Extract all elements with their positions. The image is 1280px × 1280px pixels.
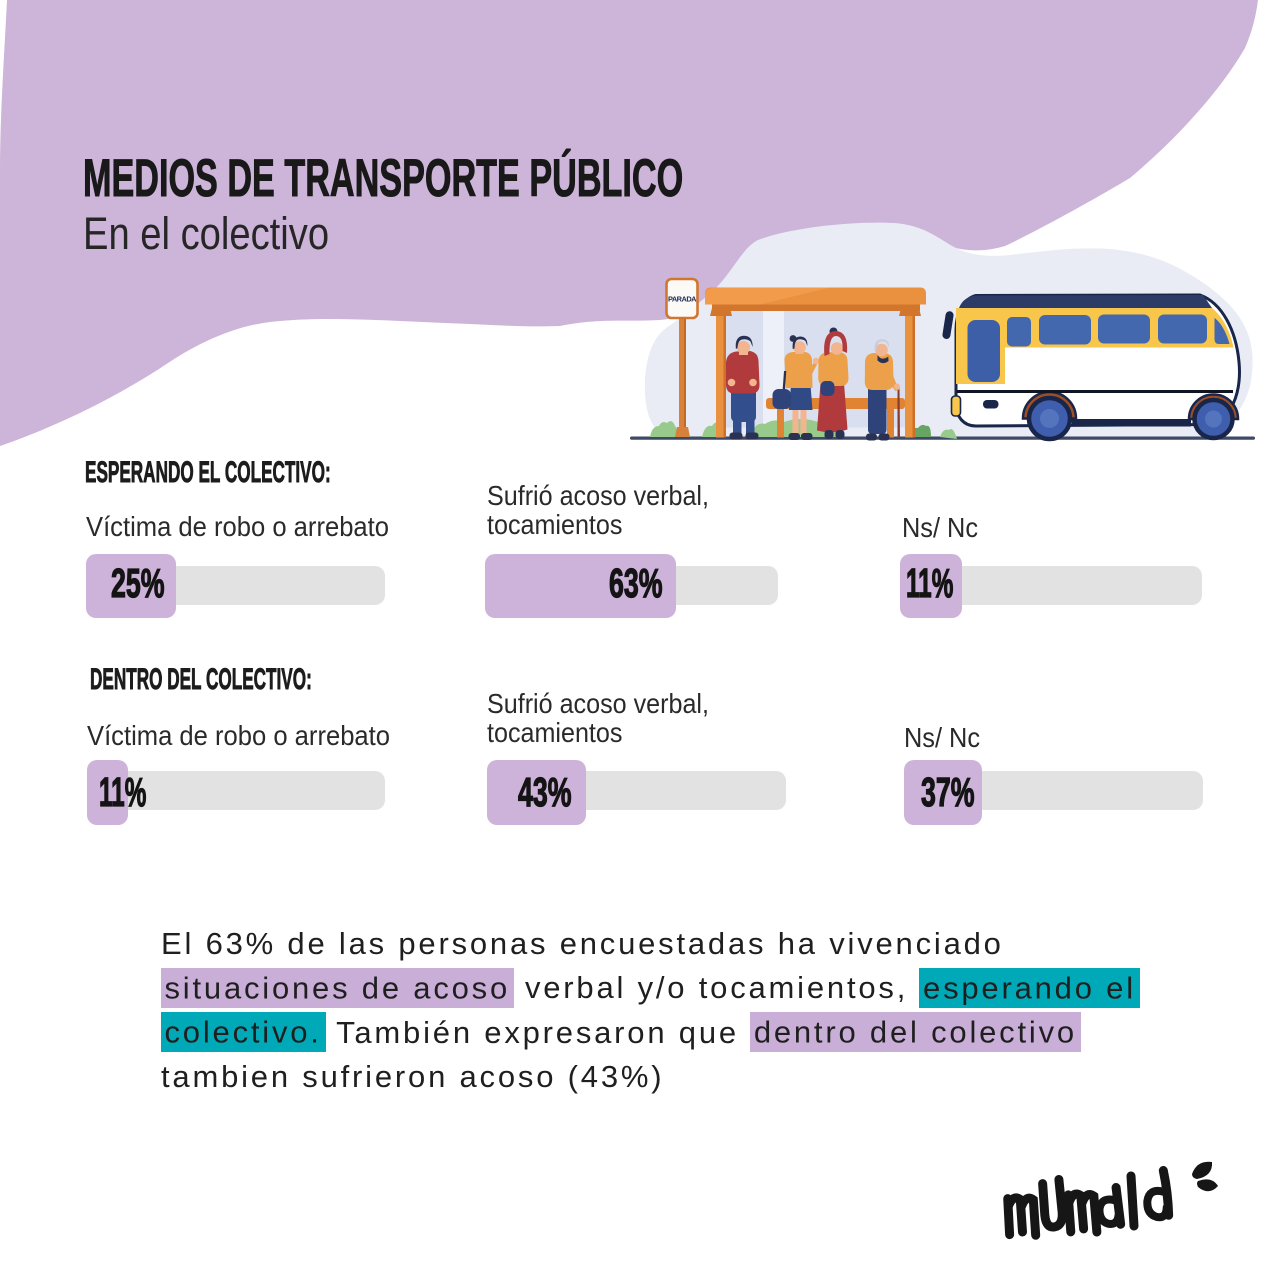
svg-text:PARADA: PARADA bbox=[668, 295, 697, 304]
